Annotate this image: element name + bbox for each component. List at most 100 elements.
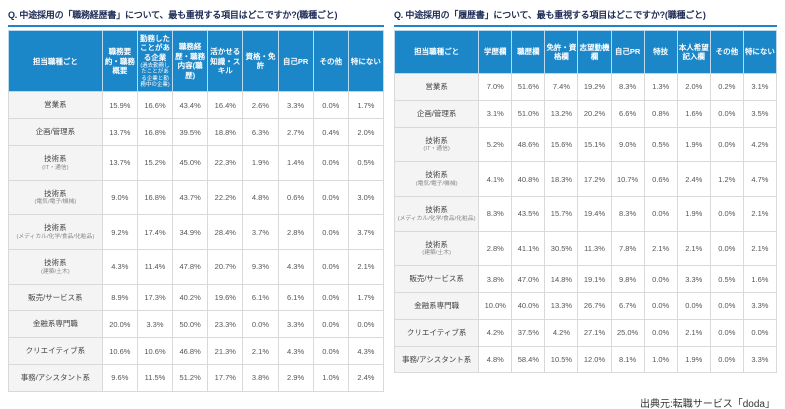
row-label: 技術系 (電気/電子/機械) [393,161,480,197]
value-cell: 7.8% [610,230,645,267]
value-cell: 4.3% [277,248,314,285]
value-cell: 1.7% [347,283,385,312]
value-cell: 0.0% [312,91,349,120]
value-cell: 4.1% [478,161,513,197]
table-title-shokumu-keirekisho: Q. 中途採用の「職務経歴書」について、最も重視する項目はどこですか?(職種ごと… [8,6,384,27]
table-row: 技術系 (電気/電子/機械) 9.0% 16.8% 43.7% 22.2% 4.8% 0.6%… [8,179,385,216]
row-label-note: (メディカル/化学/食品/化粧品) [16,234,95,241]
value-cell: 4.2% [742,126,778,163]
value-cell: 0.0% [312,310,349,339]
value-cell: 8.9% [101,283,138,312]
value-cell: 6.7% [610,292,645,320]
value-cell: 20.0% [101,310,138,339]
value-cell: 47.8% [172,248,209,285]
value-cell: 2.8% [277,214,314,250]
value-cell: 10.0% [478,292,513,320]
value-cell: 1.0% [643,345,678,374]
value-cell: 2.0% [676,73,711,101]
value-cell: 40.2% [172,283,209,312]
column-header: 特にない [347,29,385,93]
value-cell: 17.7% [207,363,244,392]
row-label: クリエイティブ系 [8,337,103,365]
value-cell: 1.3% [643,73,678,101]
value-cell: 3.7% [242,214,279,250]
value-cell: 16.8% [136,118,174,146]
value-cell: 3.3% [742,292,778,320]
value-cell: 0.0% [312,144,349,181]
value-cell: 0.0% [312,337,349,365]
value-cell: 40.0% [511,292,546,320]
value-cell: 9.0% [610,126,645,163]
table-row: 技術系 (電気/電子/機械) 4.1% 40.8% 18.3% 17.2% 10.7% 0.6… [393,161,778,197]
table-row: クリエイティブ系 10.6% 10.6% 46.8% 21.3% 2.1% 4.3% 0.0%… [8,337,385,365]
value-cell: 51.6% [511,73,546,101]
table-header: 担当職種ごと 職務要約・職務概要 勤務したことがある企業 (過去勤務したことがある企業… [8,29,385,93]
value-cell: 1.9% [676,126,711,163]
value-cell: 18.8% [207,118,244,146]
value-cell: 4.3% [277,337,314,365]
value-cell: 7.4% [544,73,579,101]
table-block-rirekisho: Q. 中途採用の「履歴書」について、最も重視する項目はどこですか?(職種ごと) … [393,6,778,392]
value-cell: 22.3% [207,144,244,181]
column-header: 職務経歴・職務内容(職歴) [172,29,209,93]
table-row: 販売/サービス系 3.8% 47.0% 14.8% 19.1% 9.8% 0.0% 3.3% 0… [393,265,778,294]
value-cell: 9.2% [101,214,138,250]
value-cell: 8.3% [610,73,645,101]
row-label-note: (建築/土木) [41,268,70,275]
value-cell: 1.9% [676,345,711,374]
table-row: 技術系 (IT・通信) 5.2% 48.6% 15.6% 15.1% 9.0% 0.5% 1.9… [393,126,778,163]
table-row: 事務/アシスタント系 4.8% 58.4% 10.5% 12.0% 8.1% 1.0% 1.9… [393,345,778,374]
table-body: 営業系 7.0% 51.6% 7.4% 19.2% 8.3% 1.3% 2.0% 0.2% 3.1… [393,73,778,374]
value-cell: 4.8% [478,345,513,374]
value-cell: 13.7% [101,144,138,181]
value-cell: 1.0% [312,363,349,392]
value-cell: 15.7% [544,195,579,232]
row-label: 企画/管理系 [8,118,103,146]
value-cell: 26.7% [577,292,612,320]
column-header: 本人希望記入欄 [676,30,711,74]
row-label: 営業系 [393,73,480,101]
column-header: 志望動機欄 [577,30,612,74]
value-cell: 6.1% [242,283,279,312]
value-cell: 27.1% [577,318,612,347]
value-cell: 43.7% [172,179,209,216]
value-cell: 50.0% [172,310,209,339]
value-cell: 5.2% [478,126,513,163]
table-row: 金融系専門職 10.0% 40.0% 13.3% 26.7% 6.7% 0.0% 0.0% 0.… [393,292,778,320]
value-cell: 47.0% [511,265,546,294]
value-cell: 4.8% [242,179,279,216]
header-row: 担当職種ごと 学歴欄 職歴欄 免許・資格欄 志望動機欄 自己PR 特技 本人希望記入欄 その他特… [393,30,778,74]
table-block-shokumu-keirekisho: Q. 中途採用の「職務経歴書」について、最も重視する項目はどこですか?(職種ごと… [8,6,385,392]
value-cell: 20.7% [207,248,244,285]
table-row: クリエイティブ系 4.2% 37.5% 4.2% 27.1% 25.0% 0.0% 2.1% 0… [393,318,778,347]
row-label: 販売/サービス系 [8,283,103,312]
value-cell: 3.8% [478,265,513,294]
value-cell: 1.4% [277,144,314,181]
value-cell: 3.3% [676,265,711,294]
value-cell: 2.6% [242,91,279,120]
value-cell: 9.0% [101,179,138,216]
column-header: 学歴欄 [478,30,513,74]
value-cell: 3.3% [277,310,314,339]
column-header: 職歴欄 [511,30,546,74]
value-cell: 0.0% [709,318,744,347]
value-cell: 46.8% [172,337,209,365]
column-header: その他 [709,30,744,74]
row-label: クリエイティブ系 [393,318,480,347]
value-cell: 0.4% [312,118,349,146]
value-cell: 17.4% [136,214,174,250]
column-header: 特にない [742,30,778,74]
value-cell: 34.9% [172,214,209,250]
value-cell: 51.0% [511,99,546,128]
value-cell: 1.6% [676,99,711,128]
value-cell: 12.0% [577,345,612,374]
table-row: 企画/管理系 3.1% 51.0% 13.2% 20.2% 6.6% 0.8% 1.6% 0.0… [393,99,778,128]
source-credit: 出典元:転職サービス「doda」 [639,398,775,409]
value-cell: 17.3% [136,283,174,312]
table-row: 企画/管理系 13.7% 16.8% 39.5% 18.8% 6.3% 2.7% 0.4% 2.… [8,118,385,146]
value-cell: 4.3% [347,337,385,365]
value-cell: 13.3% [544,292,579,320]
value-cell: 0.0% [643,318,678,347]
value-cell: 3.7% [347,214,385,250]
